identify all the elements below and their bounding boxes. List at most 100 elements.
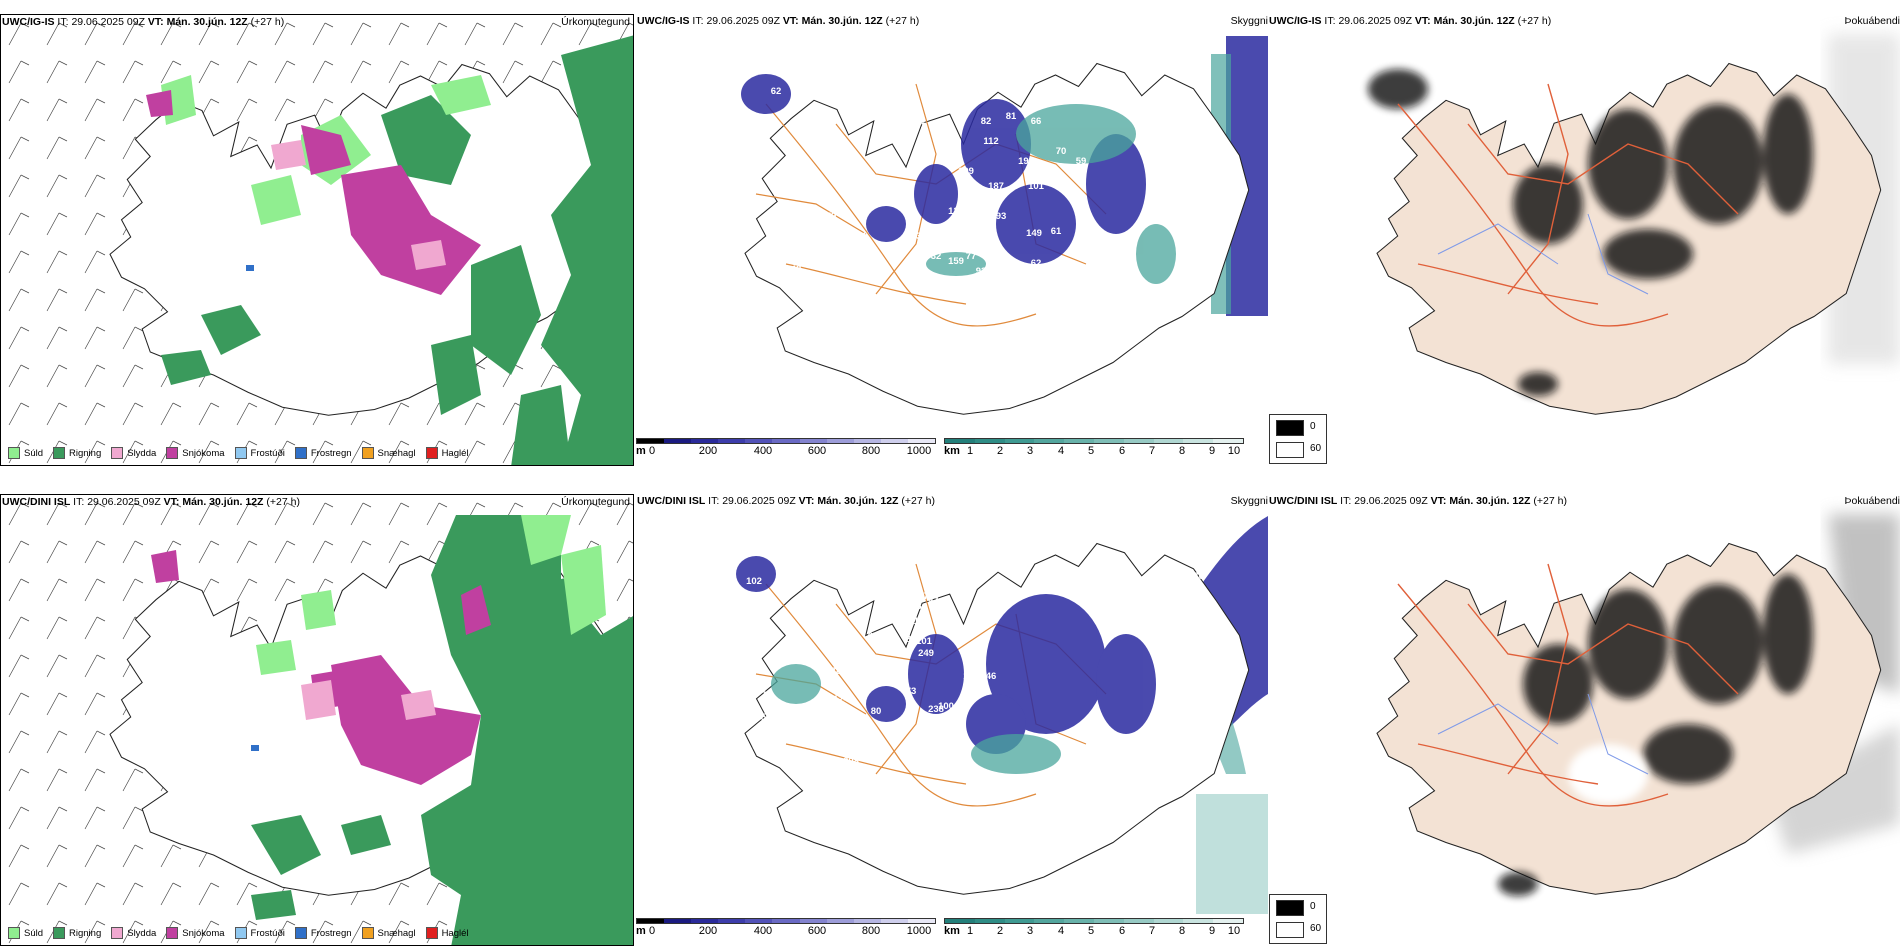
lead-time: (+27 h) <box>1533 495 1567 507</box>
panel-title-precip: Úrkomutegund <box>561 16 630 28</box>
panel-title-precip: Úrkomutegund <box>561 496 630 508</box>
cloud-base-value: 193 <box>860 781 876 792</box>
key-swatch-black <box>1276 420 1304 436</box>
legend-item: Súld <box>8 447 43 459</box>
cloud-base-value: 93 <box>911 231 922 242</box>
key-swatch-white <box>1276 922 1304 938</box>
precip-snow-areas <box>146 90 481 295</box>
legend-swatch <box>166 927 179 939</box>
cloud-base-value: 36 <box>976 621 987 632</box>
ceiling-strip <box>636 918 936 924</box>
cloud-base-value: 118 <box>906 601 921 612</box>
cloud-base-value: 53 <box>729 276 740 287</box>
legend-label: Snæhagl <box>377 927 416 939</box>
cloud-base-value: 60 <box>916 556 927 567</box>
visibility-colorbar-row1: km 1 2 3 4 5 6 7 8 9 10 <box>944 438 1244 464</box>
cloud-base-value: 68 <box>943 726 954 737</box>
ceiling-colorbar-row2: m 0 200 400 600 800 1000 <box>636 918 936 944</box>
cloud-base-value: 76 <box>926 106 937 117</box>
cloud-base-labels: 79 64 62 49 37 72 76 70 73 79 82 81 66 70 59 112 109 101 1… <box>671 61 1234 397</box>
visibility-strip <box>944 918 1244 924</box>
cloud-base-value: 79 <box>826 211 837 222</box>
cloud-base-value: 64 <box>1011 261 1022 272</box>
tick-label: 6 <box>1118 445 1126 457</box>
tick-label: 7 <box>1148 925 1156 937</box>
cloud-base-value: 93 <box>976 266 987 277</box>
panel-title-visibility: Skyggni <box>1230 15 1268 27</box>
tick-label: 3 <box>1026 925 1034 937</box>
cloud-base-value: 249 <box>918 648 934 659</box>
legend-label: Snjókoma <box>182 447 225 459</box>
tick-label: 400 <box>753 445 773 457</box>
lead-time: (+27 h) <box>901 495 935 507</box>
panel-header: UWC/IG-IS IT: 29.06.2025 09Z VT: Mán. 30… <box>1269 15 1551 27</box>
legend-label: Snjókoma <box>182 927 225 939</box>
tick-label: 0 <box>648 925 656 937</box>
panel-title-cloud: Þokuábendi <box>1844 15 1900 27</box>
legend-item: Haglél <box>425 927 469 939</box>
precip-legend-row2: Súld Rigning Slydda Snjókoma Frostúði Fr… <box>2 922 469 944</box>
model-name: UWC/IG-IS <box>637 15 690 27</box>
it-value: 29.06.2025 09Z <box>706 15 780 27</box>
vt-label: VT: <box>798 495 815 507</box>
vt-value: Mán. 30.jún. 12Z <box>1449 495 1531 507</box>
cloud-base-value: 70 <box>876 546 887 557</box>
cloud-base-value: 124 <box>833 694 850 705</box>
legend-item: Slydda <box>111 447 156 459</box>
tick-label: 10 <box>1227 445 1241 457</box>
model-name: UWC/DINI ISL <box>1269 495 1338 507</box>
legend-swatch <box>425 447 438 459</box>
tick-label: 7 <box>1148 445 1156 457</box>
model-name: UWC/IG-IS <box>1269 15 1322 27</box>
cloud-base-value: 79 <box>971 86 982 97</box>
legend-item: Frostregn <box>294 447 352 459</box>
cloud-base-value: 149 <box>1026 228 1042 239</box>
ceiling-unit: m <box>636 925 646 937</box>
vt-label: VT: <box>147 16 164 28</box>
cloud-base-value: 57 <box>761 712 772 723</box>
cloud-base-value: 60 <box>976 571 987 582</box>
cloud-base-value: 32 <box>931 251 942 262</box>
it-value: 29.06.2025 09Z <box>1338 15 1412 27</box>
legend-item: Frostregn <box>294 927 352 939</box>
tick-label: 9 <box>1208 925 1216 937</box>
cloud-base-value: 60 <box>841 251 852 262</box>
cloud-base-value: 193 <box>1018 156 1034 167</box>
visibility-unit: km <box>944 925 960 937</box>
legend-swatch <box>53 447 66 459</box>
tick-label: 800 <box>861 445 881 457</box>
cloud-base-value: 109 <box>958 166 974 177</box>
cloud-base-value: 79 <box>741 61 752 72</box>
legend-swatch <box>8 927 20 939</box>
tick-label: 2 <box>996 925 1004 937</box>
precip-legend-row1: Súld Rigning Slydda Snjókoma Frostúði Fr… <box>2 442 469 464</box>
model-name: UWC/DINI ISL <box>637 495 706 507</box>
cloud-base-value: 83 <box>726 221 737 232</box>
cloud-base-value: 101 <box>1028 181 1045 192</box>
cloud-base-value: 174 <box>918 591 935 602</box>
cloud-base-value: 159 <box>948 256 964 267</box>
tick-label: 9 <box>1208 445 1216 457</box>
cloud-base-value: 62 <box>1031 258 1042 269</box>
visibility-map-row1: 79 64 62 49 37 72 76 70 73 79 82 81 66 70 59 112 109 101 1… <box>671 36 1268 415</box>
panel-title-cloud: Þokuábendi <box>1844 495 1900 507</box>
lead-time: (+27 h) <box>250 16 285 28</box>
legend-label: Haglél <box>441 447 469 459</box>
cloud-base-value: 46 <box>753 742 764 753</box>
cloud-base-value: 127 <box>948 206 964 217</box>
legend-item: Súld <box>8 927 43 939</box>
cloud-base-value: 55 <box>953 591 964 602</box>
tick-label: 400 <box>753 925 773 937</box>
cloud-base-value: 31 <box>736 226 747 237</box>
tick-label: 8 <box>1178 445 1186 457</box>
legend-label: Frostregn <box>310 447 352 459</box>
cloud-base-value: 187 <box>988 181 1004 192</box>
it-value: 29.06.2025 09Z <box>87 496 161 508</box>
legend-item: Frostúði <box>234 447 285 459</box>
cloud-base-value: 57 <box>1016 276 1027 287</box>
cloud-base-value: 57 <box>781 878 792 889</box>
cloud-base-value: 55 <box>909 751 920 762</box>
legend-item: Rigning <box>53 927 101 939</box>
vt-value: Mán. 30.jún. 12Z <box>1433 15 1515 27</box>
it-value: 29.06.2025 09Z <box>1354 495 1428 507</box>
